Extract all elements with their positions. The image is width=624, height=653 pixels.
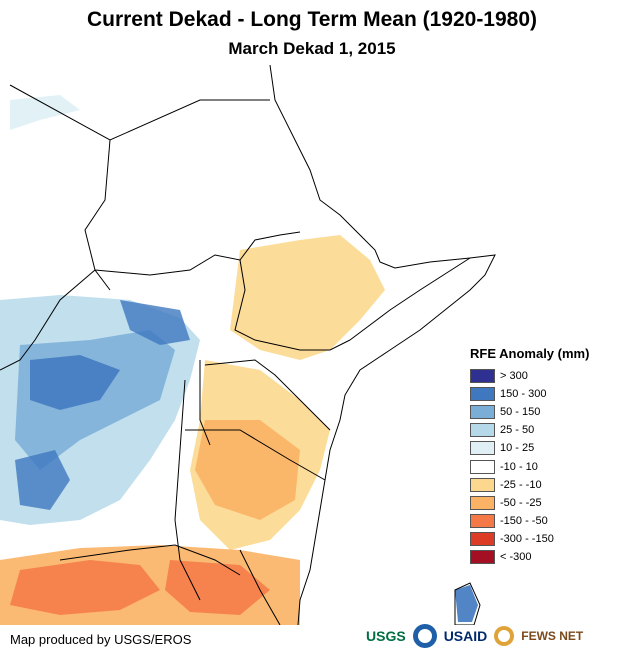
ethiopia-border xyxy=(234,259,351,351)
legend-item: -10 - 10 xyxy=(470,457,620,475)
kenya-border xyxy=(204,359,331,431)
red-sea-coast xyxy=(269,65,496,625)
legend-swatch xyxy=(470,495,495,510)
legend-item: 50 - 150 xyxy=(470,403,620,421)
legend-label: -50 - -25 xyxy=(500,496,542,509)
legend-label: < -300 xyxy=(500,550,532,563)
drc-border xyxy=(0,269,96,371)
country-borders xyxy=(0,65,496,625)
sudan-egypt-border xyxy=(9,84,270,141)
uganda-border xyxy=(199,360,211,446)
legend-swatch xyxy=(470,477,495,492)
very-dry-south-2 xyxy=(165,560,270,615)
tanzania-border xyxy=(185,429,326,481)
legend-label: > 300 xyxy=(500,370,528,383)
dry-ethiopia xyxy=(230,235,385,360)
wet-madagascar xyxy=(455,585,478,622)
legend-swatch xyxy=(470,387,495,402)
madagascar-coast xyxy=(454,582,481,625)
mozambique-border xyxy=(239,549,281,625)
legend-swatch xyxy=(470,441,495,456)
legend-title: RFE Anomaly (mm) xyxy=(470,346,590,361)
legend-label: 150 - 300 xyxy=(500,388,547,401)
chad-sudan-border xyxy=(84,139,111,291)
legend-swatch xyxy=(470,459,495,474)
legend: RFE Anomaly (mm) > 300 150 - 300 50 - 150 2… xyxy=(470,346,620,566)
legend-label: 10 - 25 xyxy=(500,442,535,455)
legend-item: 10 - 25 xyxy=(470,439,620,457)
wet-north-border xyxy=(10,95,80,130)
legend-swatch xyxy=(470,549,495,564)
legend-swatch xyxy=(470,369,495,384)
wet-peak-west xyxy=(30,355,120,410)
fews-net-globe-icon xyxy=(494,626,515,646)
legend-item: 25 - 50 xyxy=(470,421,620,439)
legend-swatch xyxy=(470,531,495,546)
legend-swatch xyxy=(470,513,495,528)
map-title: Current Dekad - Long Term Mean (1920-198… xyxy=(86,8,538,31)
legend-item: < -300 xyxy=(470,548,620,566)
south-sudan-border xyxy=(94,231,301,276)
legend-label: -25 - -10 xyxy=(500,478,542,491)
legend-item: -50 - -25 xyxy=(470,494,620,512)
map-subtitle: March Dekad 1, 2015 xyxy=(228,39,396,58)
somalia-border xyxy=(349,257,471,341)
legend-label: -300 - -150 xyxy=(500,532,554,545)
anomaly-shading xyxy=(0,95,478,625)
zambia-border xyxy=(59,544,241,576)
legend-swatch xyxy=(470,405,495,420)
fews-net-logo: FEWS NET xyxy=(521,629,584,643)
legend-label: 50 - 150 xyxy=(500,406,541,419)
agency-logos: USGS USAID FEWS NET xyxy=(366,622,583,650)
legend-label: -10 - 10 xyxy=(500,460,538,473)
legend-item: -300 - -150 xyxy=(470,530,620,548)
very-dry-south xyxy=(10,560,160,615)
legend-item: 150 - 300 xyxy=(470,385,620,403)
drc-east-border xyxy=(174,379,201,601)
wet-peak-sw xyxy=(15,450,70,510)
noaa-logo-icon xyxy=(412,624,437,648)
wet-north-patch xyxy=(120,300,190,345)
legend-label: -150 - -50 xyxy=(500,514,548,527)
map-credit: Map produced by USGS/EROS xyxy=(10,632,192,647)
legend-items: > 300 150 - 300 50 - 150 25 - 50 10 - 25 -10 … xyxy=(470,367,620,566)
usgs-logo: USGS xyxy=(366,628,406,644)
drier-tanzania xyxy=(195,420,300,520)
legend-item: -25 - -10 xyxy=(470,476,620,494)
legend-swatch xyxy=(470,423,495,438)
legend-item: -150 - -50 xyxy=(470,512,620,530)
usaid-logo: USAID xyxy=(443,628,488,644)
legend-item: > 300 xyxy=(470,367,620,385)
legend-label: 25 - 50 xyxy=(500,424,535,437)
rainfall-anomaly-map xyxy=(0,65,496,625)
